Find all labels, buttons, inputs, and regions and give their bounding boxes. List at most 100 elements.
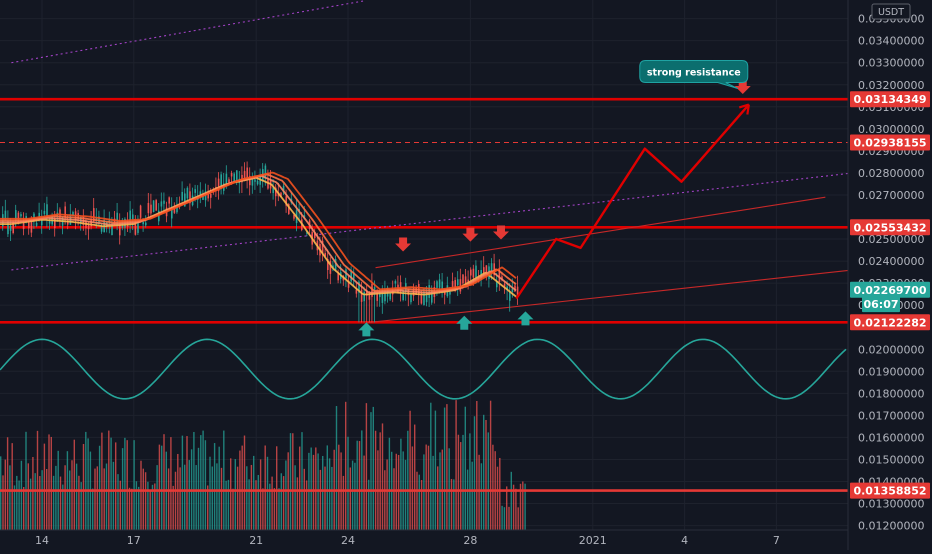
candle-body (80, 216, 82, 223)
candle-body (202, 195, 204, 200)
candle-body (347, 280, 350, 288)
candle-body (236, 170, 238, 180)
volume-bar (197, 447, 200, 530)
volume-bar (420, 479, 423, 530)
volume-bar (121, 448, 124, 530)
annotation-callout[interactable]: strong resistance (639, 60, 749, 90)
volume-bar (368, 479, 370, 530)
volume-bar (59, 476, 62, 530)
volume-bar (52, 475, 55, 530)
volume-bar (464, 406, 466, 530)
candle-body (506, 286, 508, 290)
projection-path[interactable] (515, 103, 750, 300)
candle-body (376, 292, 378, 301)
candle-body (28, 221, 30, 229)
price-label[interactable]: 0.02938155 (850, 134, 930, 151)
candle-body (72, 211, 74, 217)
volume-bar (75, 463, 78, 530)
volume-bar (94, 468, 96, 530)
volume-bar (269, 483, 271, 530)
currency-badge[interactable]: USDT (871, 3, 911, 20)
price-label-box (850, 134, 930, 151)
volume-bar (131, 488, 133, 530)
volume-bar (257, 474, 259, 530)
volume-bar (466, 469, 469, 530)
candle-body (246, 167, 248, 179)
price-label[interactable]: 0.02122282 (850, 314, 930, 331)
volume-bar (510, 471, 512, 530)
candle-body (134, 222, 137, 235)
candle-body (511, 288, 514, 293)
candle-body (441, 281, 443, 290)
down-arrow-marker (462, 227, 479, 242)
candle-body (360, 289, 363, 302)
candle-body (116, 212, 118, 226)
trend-line[interactable] (375, 196, 826, 269)
trend-line[interactable] (366, 269, 853, 324)
y-axis-tick-label: 0.03000000 (858, 123, 924, 136)
volume-bar (296, 477, 299, 530)
y-axis-tick-label: 0.02400000 (858, 255, 924, 268)
volume-bar (103, 468, 105, 530)
x-axis-tick-label: 2021 (579, 534, 607, 547)
up-arrow-marker (456, 315, 473, 330)
volume-bar (138, 486, 140, 530)
candle-body (451, 280, 454, 287)
candle-body (329, 260, 332, 274)
volume-bar (515, 488, 517, 530)
price-label-box (850, 91, 930, 108)
volume-bar (259, 459, 262, 530)
volume-bar (446, 404, 448, 530)
volume-bar (280, 473, 282, 530)
candle-body (438, 279, 441, 288)
volume-bar (473, 416, 476, 530)
candle-body (225, 173, 228, 184)
volume-bar (55, 465, 57, 530)
candle-body (275, 187, 277, 197)
price-label[interactable]: 0.02553432 (850, 219, 930, 236)
volume-bar (36, 430, 39, 530)
candle-body (358, 281, 360, 293)
candle-body (464, 276, 467, 285)
volume-bar (264, 445, 266, 530)
volume-bar (407, 430, 409, 530)
volume-bar (262, 488, 264, 530)
volume-bar (211, 466, 213, 530)
candle-body (210, 193, 212, 198)
volume-bar (98, 445, 101, 530)
price-label-text: 0.01358852 (853, 485, 926, 498)
price-label-box (850, 482, 930, 499)
trend-line[interactable] (11, 172, 853, 271)
candle-body (472, 268, 475, 278)
candle-body (233, 173, 235, 182)
volume-bar (278, 488, 280, 530)
x-axis-tick-label: 4 (681, 534, 688, 547)
volume-bar (450, 478, 453, 530)
volume-bar (480, 463, 483, 530)
volume-bar (496, 466, 499, 530)
candle-body (373, 287, 376, 293)
candle-body (152, 200, 155, 213)
volume-bar (73, 439, 75, 530)
volume-bar (430, 402, 432, 530)
price-label[interactable]: 0.02269700 (850, 281, 930, 298)
volume-bar (326, 445, 328, 530)
x-axis-tick-label: 14 (35, 534, 49, 547)
volume-bar (388, 437, 391, 530)
volume-bar (204, 440, 207, 530)
volume-bar (301, 432, 303, 530)
price-label[interactable]: 0.03134349 (850, 91, 930, 108)
candle-body (4, 210, 7, 221)
candle-body (321, 240, 324, 254)
candle-body (394, 281, 397, 284)
volume-bar (236, 466, 239, 530)
volume-bar (517, 507, 519, 530)
price-label[interactable]: 06:07 (862, 296, 900, 313)
candle-body (444, 290, 446, 295)
volume-bar (485, 419, 487, 530)
candle-body (410, 294, 412, 303)
candle-body (249, 175, 251, 186)
price-label[interactable]: 0.01358852 (850, 482, 930, 499)
